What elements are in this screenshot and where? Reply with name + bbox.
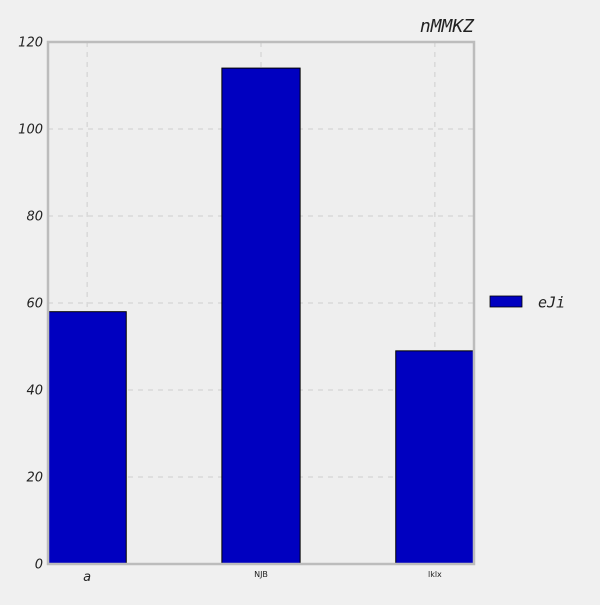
y-tick-label: 0	[35, 558, 43, 573]
bar-njb	[221, 67, 301, 565]
y-tick-label: 80	[26, 210, 43, 225]
y-axis-tick-labels: 0 20 40 60 80 100 120	[18, 36, 43, 573]
y-tick-label: 40	[26, 384, 43, 399]
legend: eJi	[489, 294, 565, 312]
bar-a	[47, 311, 127, 565]
y-tick-label: 20	[26, 471, 43, 486]
bar-lklx	[395, 350, 475, 565]
legend-swatch	[489, 295, 523, 308]
x-tick-label: NJB	[254, 570, 268, 579]
x-axis-tick-labels: a NJB lklx	[83, 570, 442, 585]
legend-label: eJi	[538, 294, 565, 312]
y-tick-label: 60	[26, 297, 43, 312]
x-tick-label: a	[83, 570, 91, 585]
y-tick-label: 120	[18, 36, 43, 51]
y-tick-label: 100	[18, 123, 43, 138]
x-tick-label: lklx	[428, 570, 442, 579]
axes-frame	[46, 40, 476, 566]
chart-title: nMMKZ	[420, 16, 475, 37]
